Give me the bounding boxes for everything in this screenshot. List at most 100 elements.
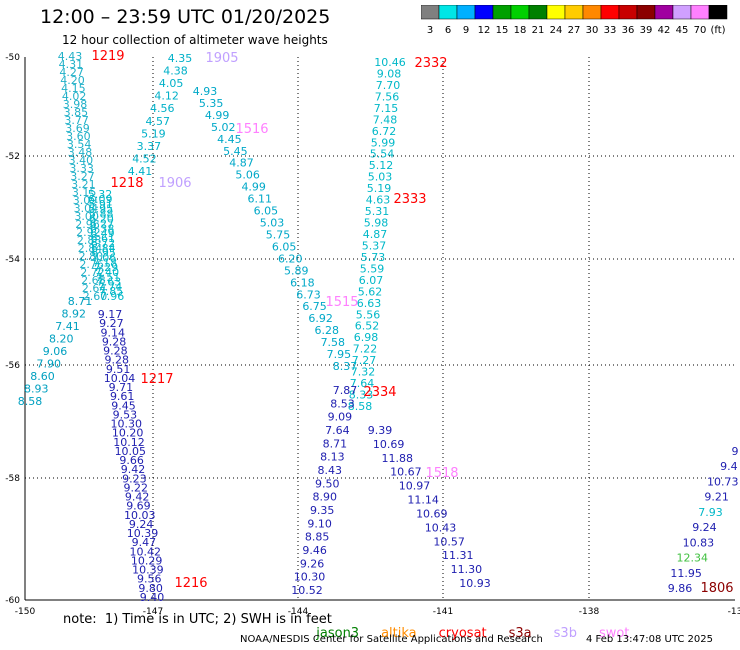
wave-height-value: 10.46: [374, 56, 406, 69]
wave-height-value: 5.31: [365, 205, 390, 218]
wave-height-value: 7.27: [352, 354, 377, 367]
wave-height-value: 8.53: [330, 397, 355, 410]
wave-height-value: 5.75: [266, 228, 291, 241]
wave-height-value: 8.58: [18, 395, 43, 408]
wave-height-value: 6.20: [278, 252, 303, 265]
wave-height-value: 7.96: [100, 290, 125, 303]
x-tick-label: -138: [579, 607, 600, 617]
wave-height-value: 8.13: [320, 451, 345, 464]
scale-label: 9: [463, 25, 469, 35]
wave-height-value: 6.98: [354, 331, 379, 344]
wave-height-value: 8.43: [318, 464, 343, 477]
wave-height-value: 6.28: [314, 324, 339, 337]
wave-height-value: 3.33: [69, 162, 94, 175]
wave-height-value: 5.32: [88, 188, 113, 201]
wave-height-value: 3.48: [68, 146, 93, 159]
wave-height-value: 8.33: [349, 389, 374, 402]
pass-id-label: 1515: [325, 295, 358, 310]
wave-height-value: 5.54: [370, 148, 395, 161]
wave-height-value: 7.48: [373, 113, 398, 126]
wave-height-value: 9.47: [132, 536, 157, 549]
wave-height-value: 2.92: [76, 226, 101, 239]
scale-label: 15: [496, 25, 509, 35]
wave-height-value: 3.98: [63, 98, 88, 111]
wave-height-value: 9.45: [111, 399, 136, 412]
wave-height-value: 9.42: [121, 463, 146, 476]
scale-label: 6: [445, 25, 451, 35]
wave-height-value: 5.19: [367, 182, 392, 195]
y-tick-label: -58: [5, 474, 20, 484]
wave-height-value: 10.93: [459, 577, 491, 590]
wave-height-value: 7.95: [327, 348, 352, 361]
wave-height-value: 5.91: [88, 198, 113, 211]
wave-height-value: 7.06: [92, 252, 117, 265]
wave-height-value: 7.40: [95, 266, 120, 279]
wave-height-value: 5.73: [361, 251, 386, 264]
wave-height-value: 3.69: [65, 122, 90, 135]
wave-height-value: 7.63: [97, 276, 122, 289]
wave-height-value: 9.06: [43, 345, 68, 358]
wave-height-value: 7.70: [376, 79, 401, 92]
wave-height-value: 10.57: [433, 535, 465, 548]
wave-height-value: 2.84: [78, 242, 103, 255]
scale-label: 27: [568, 25, 581, 35]
wave-height-value: 6.49: [90, 227, 115, 240]
wave-height-value: 6.18: [290, 276, 315, 289]
wave-height-value: 4.31: [59, 58, 84, 71]
wave-height-value: 9.80: [138, 582, 163, 595]
wave-height-value: 6.05: [254, 205, 279, 218]
wave-height-value: 11.31: [442, 549, 474, 562]
wave-height-value: 9.21: [704, 491, 729, 504]
wave-height-value: 3.27: [70, 170, 95, 183]
wave-height-value: 11.88: [382, 452, 414, 465]
wave-height-value: 4.20: [60, 74, 85, 87]
wave-height-value: 6.63: [357, 297, 382, 310]
wave-height-value: 7.90: [37, 358, 62, 371]
wave-height-value: 9.4: [720, 460, 738, 473]
wave-height-value: 9.53: [113, 408, 138, 421]
wave-height-value: 7.56: [375, 90, 400, 103]
y-tick-label: -56: [5, 361, 20, 371]
wave-height-value: 8.71: [68, 295, 93, 308]
wave-height-value: 3.40: [69, 154, 94, 167]
wave-height-value: 6.11: [248, 193, 273, 206]
wave-height-value: 9.24: [692, 521, 717, 534]
wave-height-value: 8.90: [312, 491, 337, 504]
wave-height-value: 10.05: [115, 445, 147, 458]
wave-height-value: 4.57: [146, 115, 171, 128]
wave-height-value: 4.52: [132, 152, 157, 165]
wave-height-value: 6.20: [89, 212, 114, 225]
wave-height-value: 6.07: [359, 274, 384, 287]
wave-height-value: 5.12: [369, 159, 394, 172]
wave-height-value: 4.87: [363, 228, 388, 241]
wave-height-value: 2.76: [79, 258, 104, 271]
wave-height-value: 10.39: [132, 564, 164, 577]
pass-id-label: 1219: [91, 49, 124, 64]
wave-height-value: 9.50: [315, 477, 340, 490]
wave-height-value: 8.93: [24, 383, 49, 396]
wave-height-value: 7.64: [350, 377, 375, 390]
wave-height-value: 9.51: [106, 363, 131, 376]
wave-height-value: 5.35: [199, 97, 224, 110]
wave-height-value: 5.19: [141, 127, 166, 140]
scale-label: 70: [694, 25, 707, 35]
wave-height-value: 9.40: [140, 591, 165, 604]
wave-height-value: 6.92: [308, 312, 333, 325]
x-tick-label: -13: [728, 607, 740, 617]
y-tick-label: -50: [5, 53, 20, 63]
sat-legend-cryosat: cryosat: [438, 626, 487, 641]
color-scale-legend: 3 6 9 12 15 18 21 24 27 30 33 36 39 42 45 70 (ft): [421, 5, 728, 35]
wave-height-value: 11.14: [407, 494, 439, 507]
wave-height-value: 6.84: [91, 242, 116, 255]
wave-height-value: 7.87: [333, 384, 358, 397]
wave-height-value: 3.21: [71, 178, 96, 191]
wave-height-value: 6.27: [90, 217, 115, 230]
wave-height-value: 3.54: [67, 138, 92, 151]
wave-height-value: 10.03: [124, 509, 156, 522]
wave-height-value: 9.26: [300, 557, 325, 570]
wave-height-value: 7.51: [96, 271, 121, 284]
wave-height-value: 10.69: [416, 507, 448, 520]
sat-legend-s3b: s3b: [553, 626, 577, 641]
scale-label: 39: [640, 25, 653, 35]
wave-height-value: 7.58: [321, 336, 346, 349]
